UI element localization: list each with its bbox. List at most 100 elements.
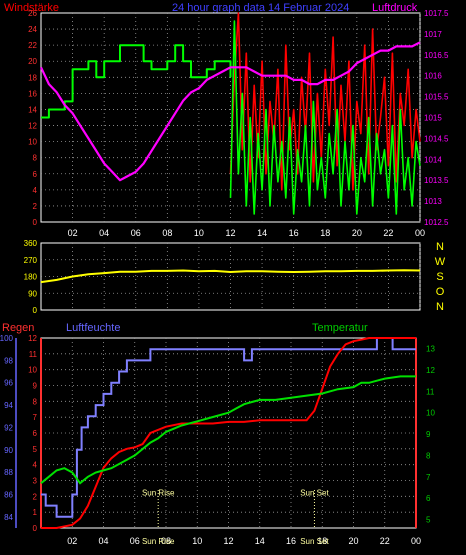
rain-humidity-temperature-panel: 0123456789101112848688909294969810056789… — [0, 334, 435, 546]
series-pressure-line — [40, 41, 421, 182]
temperature-tick-label: 10 — [426, 409, 435, 418]
humidity-label: Luftfeuchte — [66, 322, 120, 334]
x-tick-label: 14 — [255, 536, 265, 546]
y2-tick-label: 1013.5 — [424, 176, 449, 185]
y-tick-label: 12 — [28, 122, 37, 131]
compass-label: N — [436, 241, 444, 253]
y-tick-label: 4 — [33, 186, 38, 195]
series-wind-line — [41, 44, 232, 119]
y-tick-label: 22 — [28, 41, 37, 50]
x-tick-label: 20 — [348, 536, 358, 546]
x-tick-label: 22 — [380, 536, 390, 546]
y-tick-label: 3 — [33, 477, 38, 486]
y-tick-label: 180 — [24, 273, 38, 282]
x-tick-label: 10 — [192, 536, 202, 546]
x-tick-label: 02 — [68, 228, 78, 238]
series-direction-line — [40, 269, 421, 284]
wind-title-label: Windstärke — [4, 2, 59, 14]
y-tick-label: 2 — [33, 202, 38, 211]
temperature-label: Temperatur — [312, 322, 368, 334]
x-tick-label: 08 — [162, 228, 172, 238]
humidity-tick-label: 86 — [4, 490, 13, 499]
x-tick-label: 18 — [320, 228, 330, 238]
y-tick-label: 12 — [28, 334, 37, 343]
humidity-tick-label: 92 — [4, 423, 13, 432]
y2-tick-label: 1017.5 — [424, 9, 449, 18]
temperature-tick-label: 8 — [426, 451, 431, 460]
y-tick-label: 0 — [33, 218, 38, 227]
y-tick-label: 16 — [28, 89, 37, 98]
humidity-tick-label: 100 — [0, 334, 14, 343]
y2-tick-label: 1015 — [424, 114, 442, 123]
wind-pressure-panel: 024681012141618202224261012.510131013.51… — [28, 9, 449, 238]
sun-bottom-label: Sun Rise — [142, 537, 175, 546]
x-tick-label: 02 — [67, 536, 77, 546]
temperature-tick-label: 11 — [426, 387, 435, 396]
series-rain-line — [41, 337, 416, 529]
temperature-tick-label: 9 — [426, 430, 431, 439]
y-tick-label: 4 — [33, 461, 38, 470]
y-tick-label: 8 — [33, 154, 38, 163]
x-tick-label: 06 — [131, 228, 141, 238]
series-humidity-line — [41, 337, 416, 518]
y2-tick-label: 1014 — [424, 155, 442, 164]
y-tick-label: 0 — [33, 524, 38, 533]
compass-label: W — [435, 256, 446, 268]
x-tick-label: 00 — [411, 536, 421, 546]
y2-tick-label: 1016 — [424, 72, 442, 81]
y-tick-label: 26 — [28, 9, 37, 18]
humidity-tick-label: 96 — [4, 379, 13, 388]
temperature-tick-label: 5 — [426, 515, 431, 524]
x-tick-label: 16 — [289, 228, 299, 238]
humidity-tick-label: 90 — [4, 446, 13, 455]
x-tick-label: 10 — [194, 228, 204, 238]
x-tick-label: 16 — [286, 536, 296, 546]
y-tick-label: 18 — [28, 73, 37, 82]
x-tick-label: 12 — [223, 536, 233, 546]
temperature-tick-label: 7 — [426, 473, 431, 482]
y-tick-label: 8 — [33, 397, 38, 406]
temperature-tick-label: 13 — [426, 345, 435, 354]
y-tick-label: 24 — [28, 25, 37, 34]
y-tick-label: 11 — [29, 350, 38, 359]
rain-label: Regen — [2, 322, 34, 334]
x-tick-label: 22 — [383, 228, 393, 238]
x-tick-label: 04 — [99, 228, 109, 238]
compass-label: N — [436, 301, 444, 313]
y-tick-label: 2 — [33, 492, 38, 501]
x-tick-label: 18 — [317, 536, 327, 546]
sun-bottom-label: Sun Set — [300, 537, 329, 546]
y-tick-label: 0 — [33, 306, 38, 315]
humidity-tick-label: 98 — [4, 356, 13, 365]
series-wind-after-12-line — [229, 20, 421, 215]
y-tick-label: 6 — [33, 170, 38, 179]
pressure-title-label: Luftdruck — [372, 2, 418, 14]
compass-label: O — [436, 286, 445, 298]
plot-frame — [40, 242, 421, 311]
compass-label: S — [436, 271, 443, 283]
y-tick-label: 270 — [24, 256, 38, 265]
y-tick-label: 10 — [28, 138, 37, 147]
y2-tick-label: 1016.5 — [424, 51, 449, 60]
y-tick-label: 360 — [24, 239, 38, 248]
y2-tick-label: 1014.5 — [424, 134, 449, 143]
y-tick-label: 1 — [33, 508, 38, 517]
sun-annotation-label: Sun Set — [300, 489, 329, 498]
sun-annotation-label: Sun Rise — [142, 489, 175, 498]
x-tick-label: 04 — [98, 536, 108, 546]
y-tick-label: 7 — [33, 413, 38, 422]
x-tick-label: 00 — [415, 228, 425, 238]
x-tick-label: 06 — [130, 536, 140, 546]
y-tick-label: 14 — [28, 105, 37, 114]
humidity-tick-label: 88 — [4, 468, 13, 477]
y2-tick-label: 1015.5 — [424, 93, 449, 102]
y-tick-label: 20 — [28, 57, 37, 66]
y-tick-label: 90 — [28, 289, 37, 298]
y-tick-label: 10 — [28, 366, 37, 375]
x-tick-label: 12 — [225, 228, 235, 238]
temperature-tick-label: 12 — [426, 366, 435, 375]
y-tick-label: 5 — [33, 445, 38, 454]
series-temperature-line — [40, 375, 416, 485]
